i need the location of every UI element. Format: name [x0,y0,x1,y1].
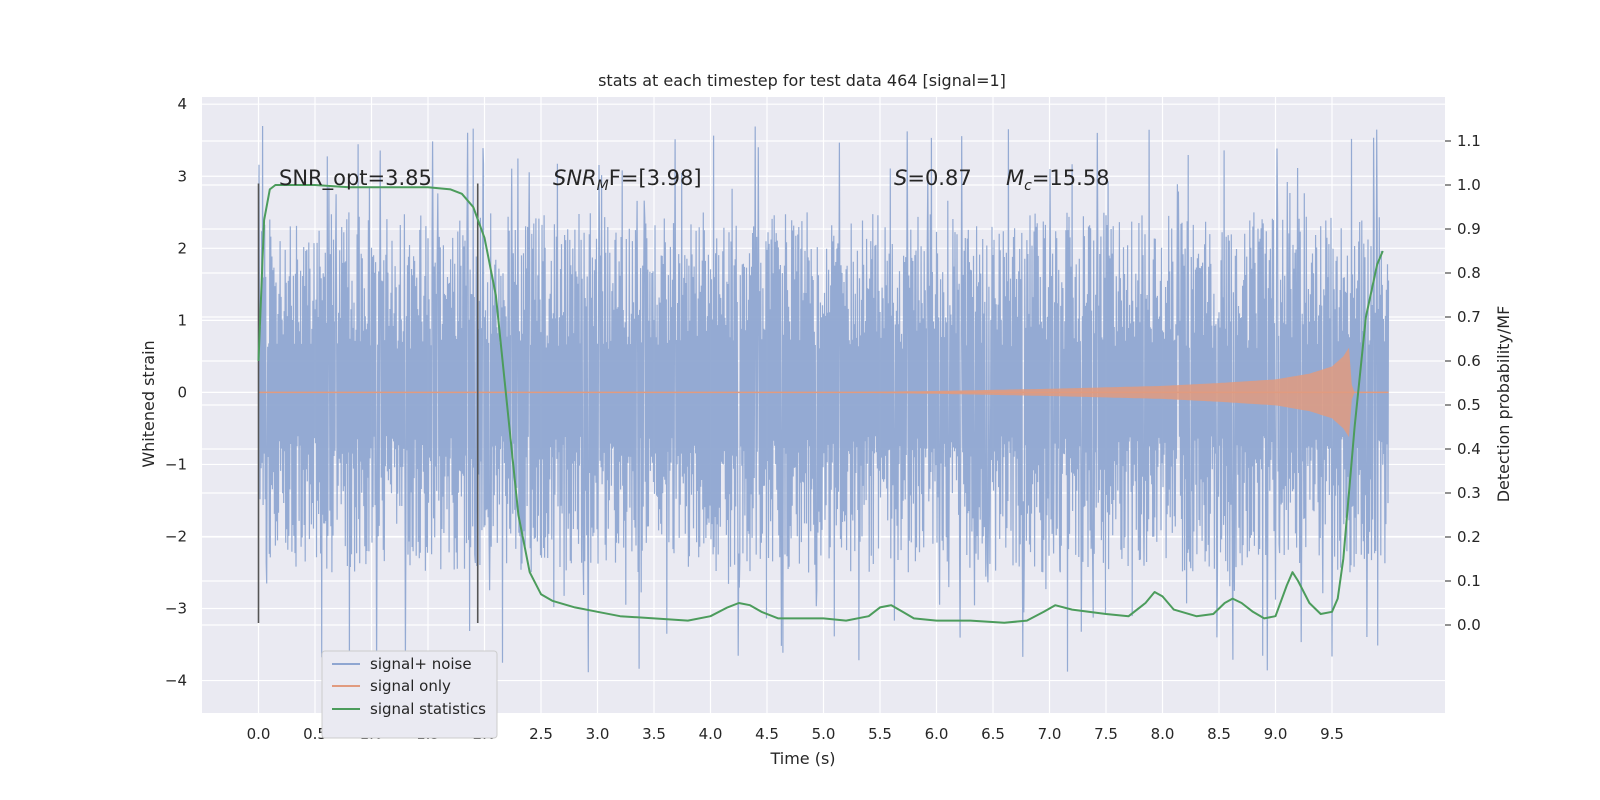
legend: signal+ noise signal only signal statist… [321,650,498,739]
y-axis-label-right: Detection probability/MF [1494,306,1513,503]
y-tick-label-right: 0.0 [1457,616,1481,634]
x-tick-label: 6.0 [925,725,949,743]
y-tick-label-right: 1.0 [1457,176,1481,194]
y-tick-label-left: 0 [177,383,187,401]
legend-label-signal-plus-noise: signal+ noise [370,655,472,673]
x-tick-label: 0.5 [303,725,327,743]
x-tick-label: 5.0 [812,725,836,743]
annotation-snr-mf-main: SNR [553,166,597,190]
y-axis-label-left: Whitened strain [139,340,158,467]
y-tick-label-right: 0.7 [1457,308,1481,326]
annotation-snr-opt: SNR_opt=3.85 [279,166,432,191]
y-tick-label-left: 1 [177,311,187,329]
y-tick-label-right: 0.3 [1457,484,1481,502]
x-tick-label: 5.5 [868,725,892,743]
series-signal-statistics [257,184,1384,624]
annotation-s-rest: =0.87 [907,166,971,190]
chart-title: stats at each timestep for test data 464… [598,71,1006,90]
x-tick-label: 8.0 [1151,725,1175,743]
annotation-snr-mf: SNRMF=[3.98] [553,166,702,194]
annotation-mc-sub: c [1024,178,1032,194]
legend-label-signal-only: signal only [370,677,451,695]
y-tick-label-left: −1 [165,455,187,473]
x-tick-label: 0.0 [247,725,271,743]
x-tick-label: 9.0 [1264,725,1288,743]
y-tick-label-left: 3 [177,167,187,185]
x-axis-label: Time (s) [769,749,835,768]
y-tick-label-right: 0.6 [1457,352,1481,370]
x-tick-label: 7.5 [1094,725,1118,743]
x-tick-label: 4.5 [755,725,779,743]
tick-labels: 0.00.51.01.52.02.53.03.54.04.55.05.56.06… [165,95,1481,743]
signal-plus-noise-line [257,125,1390,673]
y-tick-label-left: −2 [165,527,187,545]
x-tick-label: 3.0 [586,725,610,743]
y-tick-label-right: 0.5 [1457,396,1481,414]
x-tick-label: 8.5 [1207,725,1231,743]
annotation-s-main: S [894,166,907,190]
annotation-s: S=0.87 [894,166,972,190]
series-signal-only [258,347,1389,438]
annotation-snr-mf-rest: F=[3.98] [609,166,702,190]
annotation-mc-rest: =15.58 [1032,166,1110,190]
signal-statistics-line [257,184,1384,624]
y-tick-label-right: 0.8 [1457,264,1481,282]
y-tick-label-right: 0.9 [1457,220,1481,238]
x-tick-label: 9.5 [1320,725,1344,743]
vertical-markers [257,183,479,623]
x-tick-label: 7.0 [1038,725,1062,743]
series-signal-plus-noise [257,125,1390,673]
y-tick-label-right: 0.2 [1457,528,1481,546]
x-tick-label: 2.5 [529,725,553,743]
y-tick-label-right: 1.1 [1457,132,1481,150]
legend-box [321,650,498,739]
y-tick-label-left: 2 [177,239,187,257]
annotation-mc: Mc=15.58 [1006,166,1110,194]
y-tick-label-left: −3 [165,600,187,618]
x-tick-label: 4.0 [699,725,723,743]
y-tick-label-left: 4 [177,95,187,113]
x-tick-label: 6.5 [981,725,1005,743]
y-tick-label-right: 0.1 [1457,572,1481,590]
annotation-snr-mf-sub: M [597,178,609,194]
annotation-mc-main: M [1006,166,1024,190]
y-tick-label-right: 0.4 [1457,440,1481,458]
legend-label-signal-statistics: signal statistics [370,700,486,718]
x-tick-label: 3.5 [642,725,666,743]
y-tick-label-left: −4 [165,672,187,690]
